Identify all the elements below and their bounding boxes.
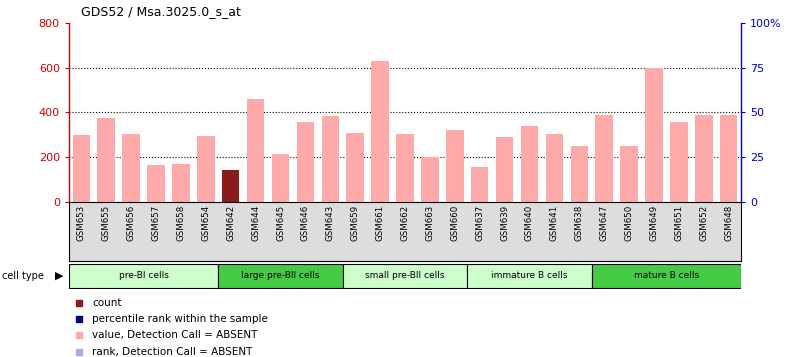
- Text: GSM640: GSM640: [525, 205, 534, 241]
- Text: rank, Detection Call = ABSENT: rank, Detection Call = ABSENT: [92, 347, 253, 357]
- Text: count: count: [92, 298, 122, 308]
- Text: GSM647: GSM647: [599, 205, 608, 241]
- Text: GSM638: GSM638: [575, 205, 584, 241]
- Text: GSM660: GSM660: [450, 205, 459, 241]
- Bar: [147, 165, 164, 202]
- Text: GSM652: GSM652: [699, 205, 708, 241]
- Bar: [670, 122, 688, 202]
- Bar: [222, 171, 240, 202]
- Bar: [343, 264, 467, 288]
- Bar: [446, 130, 463, 202]
- Text: ▶: ▶: [55, 271, 63, 281]
- Bar: [173, 164, 190, 202]
- Text: GSM641: GSM641: [550, 205, 559, 241]
- Text: GSM637: GSM637: [475, 205, 484, 241]
- Bar: [122, 134, 140, 202]
- Text: GSM651: GSM651: [675, 205, 684, 241]
- Text: GSM656: GSM656: [126, 205, 135, 241]
- Bar: [620, 146, 637, 202]
- Bar: [720, 115, 737, 202]
- Text: GSM661: GSM661: [376, 205, 385, 241]
- Text: pre-BI cells: pre-BI cells: [118, 271, 168, 280]
- Text: GSM663: GSM663: [425, 205, 434, 241]
- Bar: [197, 136, 215, 202]
- Bar: [218, 264, 343, 288]
- Text: small pre-BII cells: small pre-BII cells: [365, 271, 445, 280]
- Bar: [646, 68, 663, 202]
- Bar: [570, 146, 588, 202]
- Bar: [471, 167, 488, 202]
- Text: GSM644: GSM644: [251, 205, 260, 241]
- Bar: [69, 264, 218, 288]
- Text: mature B cells: mature B cells: [634, 271, 699, 280]
- Text: GSM658: GSM658: [177, 205, 185, 241]
- Text: GSM646: GSM646: [301, 205, 310, 241]
- Text: GSM654: GSM654: [202, 205, 211, 241]
- Text: GSM645: GSM645: [276, 205, 285, 241]
- Bar: [296, 122, 314, 202]
- Bar: [496, 137, 514, 202]
- Bar: [347, 132, 364, 202]
- Text: percentile rank within the sample: percentile rank within the sample: [92, 315, 268, 325]
- Bar: [467, 264, 592, 288]
- Bar: [272, 154, 289, 202]
- Bar: [97, 118, 115, 202]
- Bar: [521, 126, 538, 202]
- Bar: [371, 61, 389, 202]
- Text: GSM642: GSM642: [226, 205, 235, 241]
- Bar: [592, 264, 741, 288]
- Text: GSM650: GSM650: [625, 205, 633, 241]
- Text: GDS52 / Msa.3025.0_s_at: GDS52 / Msa.3025.0_s_at: [81, 5, 241, 18]
- Bar: [595, 115, 613, 202]
- Bar: [247, 99, 264, 202]
- Text: GSM649: GSM649: [650, 205, 659, 241]
- Text: GSM653: GSM653: [77, 205, 86, 241]
- Bar: [396, 134, 414, 202]
- Text: GSM655: GSM655: [102, 205, 111, 241]
- Text: value, Detection Call = ABSENT: value, Detection Call = ABSENT: [92, 330, 258, 340]
- Bar: [421, 157, 439, 202]
- Bar: [73, 135, 90, 202]
- Text: GSM648: GSM648: [724, 205, 733, 241]
- Text: GSM659: GSM659: [351, 205, 360, 241]
- Text: immature B cells: immature B cells: [491, 271, 568, 280]
- Text: GSM662: GSM662: [400, 205, 410, 241]
- Text: cell type: cell type: [2, 271, 44, 281]
- Text: GSM643: GSM643: [326, 205, 335, 241]
- Text: GSM639: GSM639: [500, 205, 509, 241]
- Bar: [546, 134, 563, 202]
- Bar: [695, 115, 713, 202]
- Text: large pre-BII cells: large pre-BII cells: [241, 271, 320, 280]
- Bar: [322, 116, 339, 202]
- Text: GSM657: GSM657: [151, 205, 160, 241]
